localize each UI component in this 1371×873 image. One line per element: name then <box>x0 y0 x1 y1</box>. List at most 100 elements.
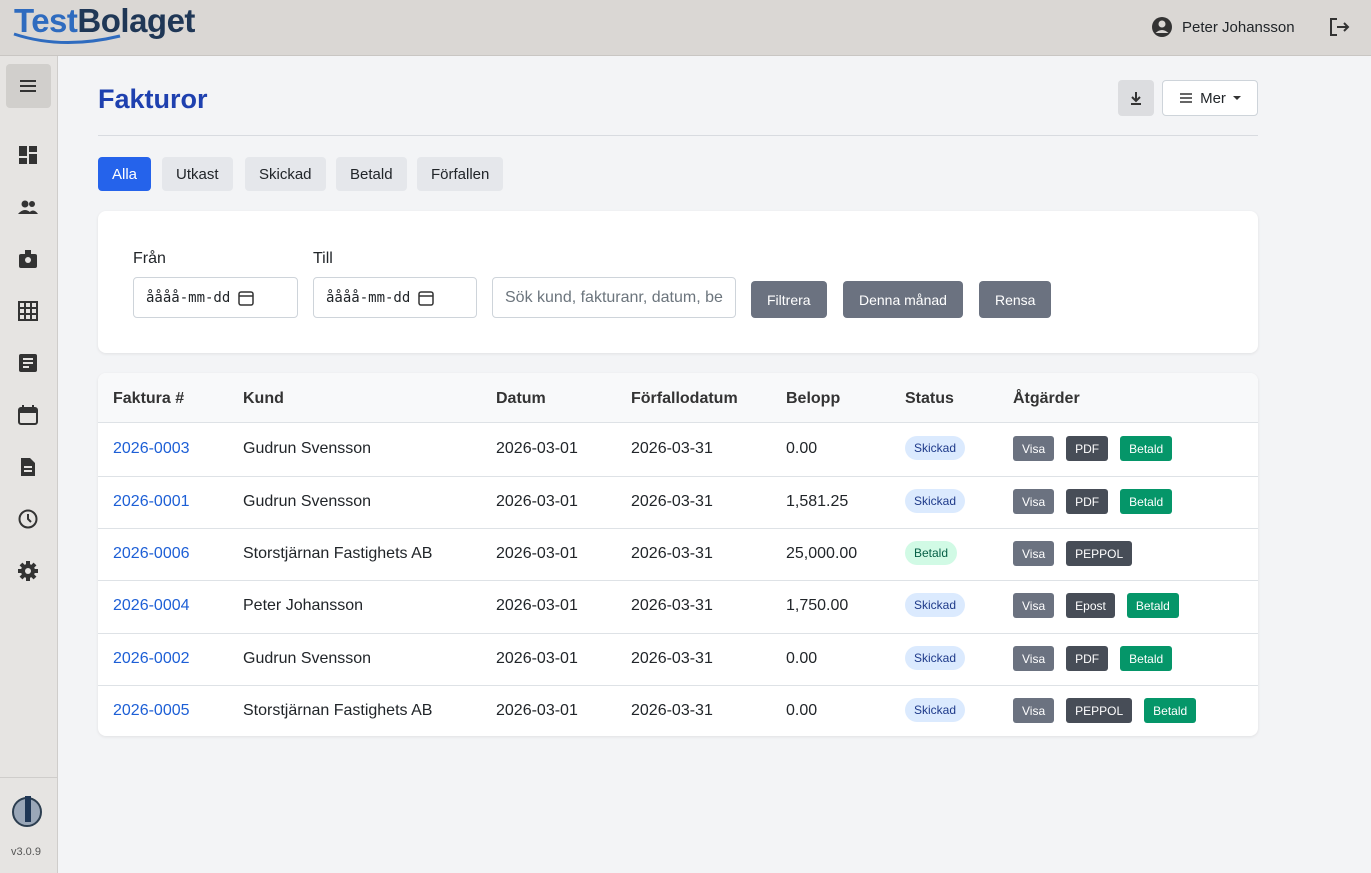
user-name[interactable]: Peter Johansson <box>1182 19 1295 36</box>
to-label: Till <box>313 250 333 267</box>
invoice-table <box>98 373 1258 736</box>
filter-tab[interactable]: Utkast <box>162 157 233 191</box>
action-button[interactable]: Betald <box>1120 489 1173 514</box>
invoice-link[interactable]: 2026-0005 <box>113 702 190 719</box>
search-placeholder: Sök kund, fakturanr, datum, be <box>505 288 723 306</box>
from-label: Från <box>133 250 166 267</box>
nav-contacts[interactable] <box>18 249 38 269</box>
action-button[interactable]: Visa <box>1013 646 1055 671</box>
top-bar: TestBolaget Peter Johansson <box>0 0 1371 56</box>
user-icon <box>1152 17 1172 37</box>
action-button[interactable]: Visa <box>1013 593 1055 618</box>
column-header: Datum <box>496 390 546 407</box>
invoice-link[interactable]: 2026-0002 <box>113 650 190 667</box>
status-badge: Betald <box>905 541 958 565</box>
row-divider <box>98 685 1258 686</box>
divider <box>98 135 1258 136</box>
cell-amount: 0.00 <box>786 440 818 457</box>
divider <box>0 777 57 778</box>
cell-amount: 0.00 <box>786 702 818 719</box>
nav-calendar[interactable] <box>18 405 38 425</box>
calendar-icon <box>418 290 435 306</box>
cell-customer: Gudrun Svensson <box>243 440 372 457</box>
cell-amount: 0.00 <box>786 650 818 667</box>
nav-grid[interactable] <box>18 301 38 321</box>
logo-text: Test <box>14 2 78 39</box>
logout-icon[interactable] <box>1328 16 1350 38</box>
table-header <box>98 373 1258 423</box>
column-header: Åtgärder <box>1013 390 1080 407</box>
nav-time[interactable] <box>18 509 38 529</box>
filter-tab[interactable]: Alla <box>98 157 152 191</box>
cell-customer: Peter Johansson <box>243 597 364 614</box>
action-button[interactable]: Visa <box>1013 489 1055 514</box>
cell-customer: Storstjärnan Fastighets AB <box>243 545 433 562</box>
row-divider <box>98 476 1258 477</box>
invoice-link[interactable]: 2026-0003 <box>113 440 190 457</box>
invoice-link[interactable]: 2026-0001 <box>113 493 190 510</box>
column-header: Kund <box>243 390 284 407</box>
actions: Visa PDF Betald <box>1013 436 1173 461</box>
action-button[interactable]: Visa <box>1013 698 1055 723</box>
action-button[interactable]: PEPPOL <box>1066 541 1133 566</box>
nav-settings[interactable] <box>18 561 38 581</box>
more-button[interactable]: Mer <box>1162 80 1258 116</box>
filter-tab[interactable]: Betald <box>336 157 407 191</box>
date-placeholder: åååå-mm-dd <box>326 289 411 306</box>
status-badge: Skickad <box>905 698 966 722</box>
action-button[interactable]: PDF <box>1066 436 1109 461</box>
nav-dashboard[interactable] <box>18 145 38 165</box>
actions: Visa PDF Betald <box>1013 489 1173 514</box>
action-button[interactable]: Betald <box>1120 436 1173 461</box>
actions: Visa Epost Betald <box>1013 593 1179 618</box>
invoice-link[interactable]: 2026-0004 <box>113 597 190 614</box>
filter-tab[interactable]: Skickad <box>245 157 326 191</box>
nav-customers[interactable] <box>18 197 38 217</box>
action-button[interactable]: PDF <box>1066 489 1109 514</box>
actions: Visa PEPPOL <box>1013 541 1133 566</box>
download-icon <box>1131 92 1141 105</box>
cell-due: 2026-03-31 <box>631 493 713 510</box>
action-button[interactable]: Epost <box>1066 593 1115 618</box>
cell-customer: Storstjärnan Fastighets AB <box>243 702 433 719</box>
search-input[interactable]: Sök kund, fakturanr, datum, be <box>492 277 736 318</box>
brand-icon <box>12 796 42 827</box>
action-button[interactable]: Betald <box>1144 698 1197 723</box>
logo-swoosh <box>13 32 121 45</box>
caret <box>1232 96 1241 100</box>
column-header: Status <box>905 390 954 407</box>
cell-amount: 1,750.00 <box>786 597 849 614</box>
version: v3.0.9 <box>11 846 41 858</box>
filter-button[interactable]: Rensa <box>979 281 1052 318</box>
from-date[interactable]: åååå-mm-dd <box>133 277 298 318</box>
cell-date: 2026-03-01 <box>496 597 578 614</box>
cell-due: 2026-03-31 <box>631 702 713 719</box>
filter-button[interactable]: Denna månad <box>843 281 963 318</box>
cell-due: 2026-03-31 <box>631 650 713 667</box>
invoice-link[interactable]: 2026-0006 <box>113 545 190 562</box>
download-button[interactable] <box>1118 80 1154 116</box>
filter-button[interactable]: Filtrera <box>751 281 827 318</box>
cell-date: 2026-03-01 <box>496 493 578 510</box>
more-label: Mer <box>1200 89 1226 107</box>
nav-invoices[interactable] <box>18 457 38 477</box>
to-date[interactable]: åååå-mm-dd <box>313 277 477 318</box>
action-button[interactable]: Visa <box>1013 436 1055 461</box>
nav-list[interactable] <box>18 353 38 373</box>
logo[interactable]: TestBolaget <box>14 2 195 40</box>
row-divider <box>98 580 1258 581</box>
sidebar: v3.0.9 <box>0 56 58 873</box>
action-button[interactable]: PEPPOL <box>1066 698 1133 723</box>
more-icon <box>1180 93 1193 103</box>
cell-date: 2026-03-01 <box>496 545 578 562</box>
action-button[interactable]: PDF <box>1066 646 1109 671</box>
action-button[interactable]: Betald <box>1126 593 1179 618</box>
filter-tab[interactable]: Förfallen <box>417 157 504 191</box>
cell-customer: Gudrun Svensson <box>243 650 372 667</box>
action-button[interactable]: Betald <box>1120 646 1173 671</box>
action-button[interactable]: Visa <box>1013 541 1055 566</box>
status-badge: Skickad <box>905 436 966 460</box>
cell-date: 2026-03-01 <box>496 702 578 719</box>
status-badge: Skickad <box>905 646 966 670</box>
